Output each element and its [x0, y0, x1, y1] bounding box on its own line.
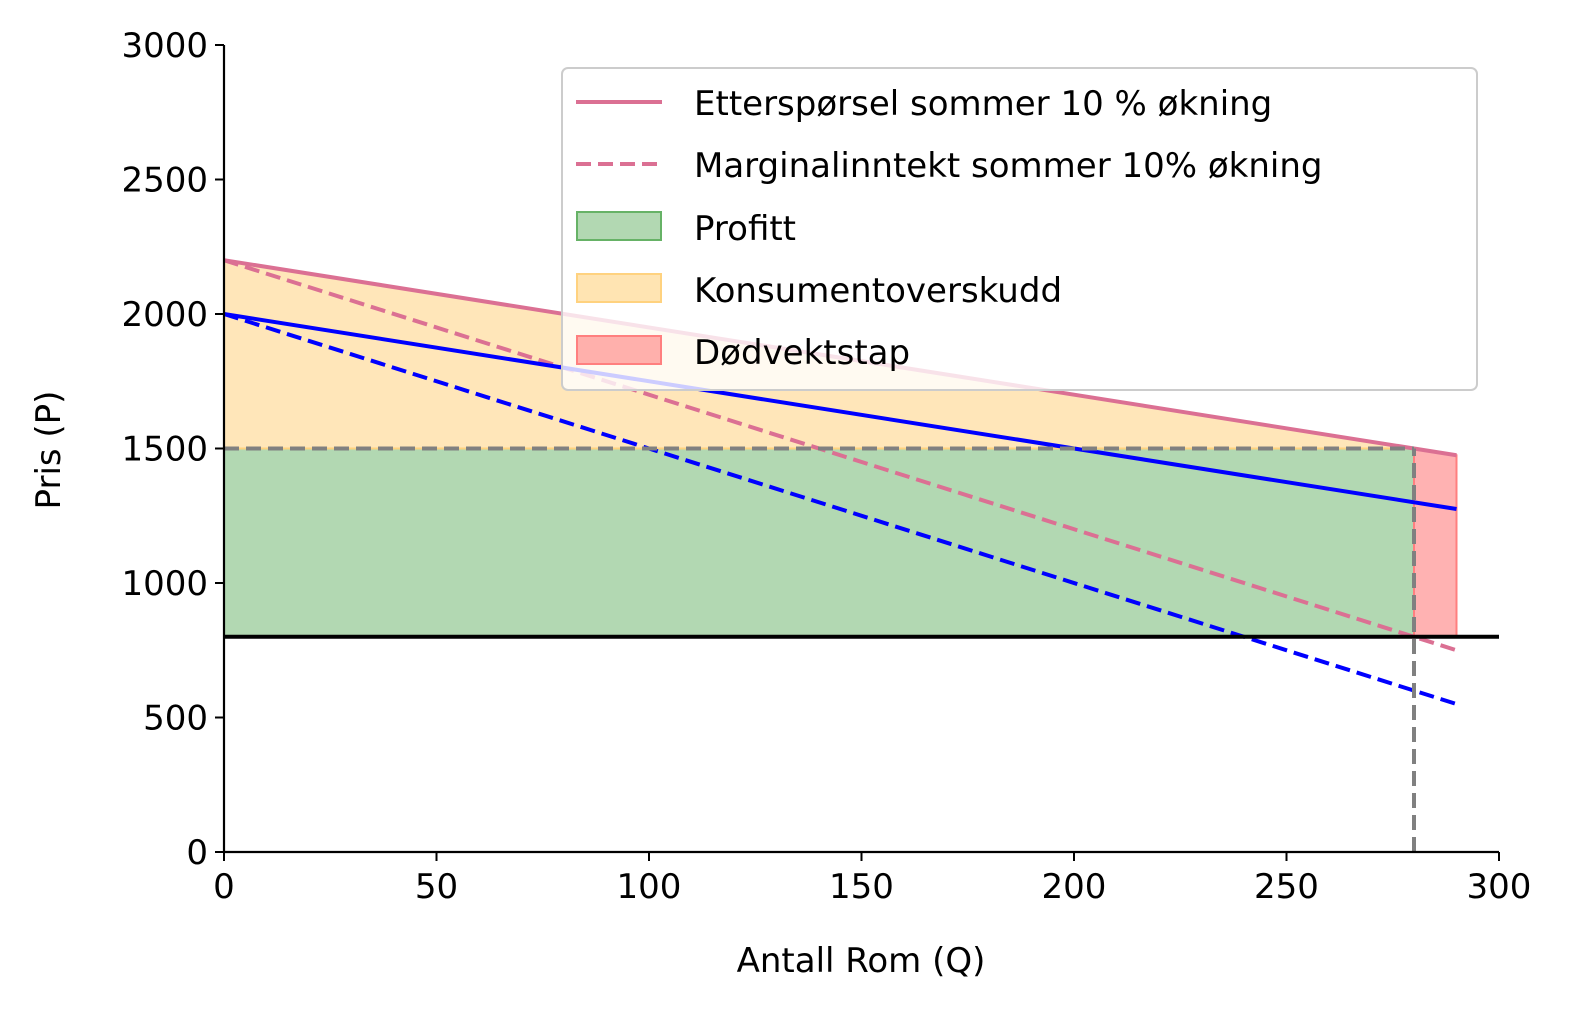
x-tick-label: 50 [415, 867, 458, 907]
profit-area [223, 447, 1415, 638]
deadweight-loss-area [1413, 447, 1458, 638]
x-tick-label: 100 [617, 867, 682, 907]
y-tick-label: 0 [186, 833, 208, 873]
x-tick-label: 0 [213, 867, 235, 907]
y-axis-label: Pris (P) [29, 391, 69, 510]
legend-label-demand: Etterspørsel sommer 10 % økning [694, 84, 1272, 124]
y-tick-label: 500 [143, 699, 208, 739]
marginal-revenue-base-line [223, 312, 1458, 706]
x-axis-label: Antall Rom (Q) [737, 941, 986, 981]
y-tick-label: 3000 [121, 26, 208, 66]
marginal-revenue-summer-line [223, 258, 1458, 653]
x-tick-label: 250 [1254, 867, 1319, 907]
legend-label-mr: Marginalinntekt sommer 10% økning [694, 146, 1323, 186]
y-tick-label: 2000 [121, 295, 208, 335]
legend-label-consumer: Konsumentoverskudd [694, 271, 1062, 311]
legend-label-profit: Profitt [694, 209, 796, 249]
legend-swatch-deadweight [576, 335, 662, 365]
x-tick-label: 150 [829, 867, 894, 907]
demand-base-line [223, 312, 1457, 512]
y-tick-label: 1500 [121, 430, 208, 470]
legend-swatch-profit [576, 211, 662, 241]
legend-label-deadweight: Dødvektstap [694, 333, 910, 373]
ticks-layer: 0 50 100 150 200 250 3000500100015002000250030… [121, 26, 1531, 907]
legend: Etterspørsel sommer 10 % økning Marginal… [561, 67, 1478, 391]
x-tick-label: 300 [1467, 867, 1532, 907]
legend-swatch-consumer [576, 273, 662, 303]
legend-frame [561, 67, 1478, 391]
y-tick-label: 2500 [121, 161, 208, 201]
x-tick-label: 200 [1042, 867, 1107, 907]
lines-layer [223, 258, 1499, 852]
y-tick-label: 1000 [121, 564, 208, 604]
